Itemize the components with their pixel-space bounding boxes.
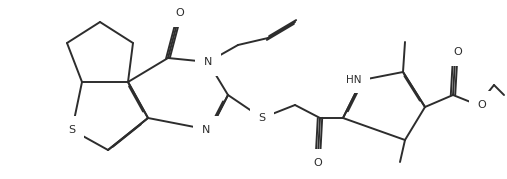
Text: HN: HN — [346, 75, 362, 85]
Text: S: S — [259, 113, 266, 123]
Text: N: N — [202, 125, 210, 135]
Text: N: N — [204, 57, 212, 67]
Text: O: O — [454, 47, 462, 57]
Text: O: O — [175, 8, 185, 18]
Text: O: O — [314, 158, 322, 168]
Text: O: O — [478, 100, 486, 110]
Text: S: S — [68, 125, 76, 135]
